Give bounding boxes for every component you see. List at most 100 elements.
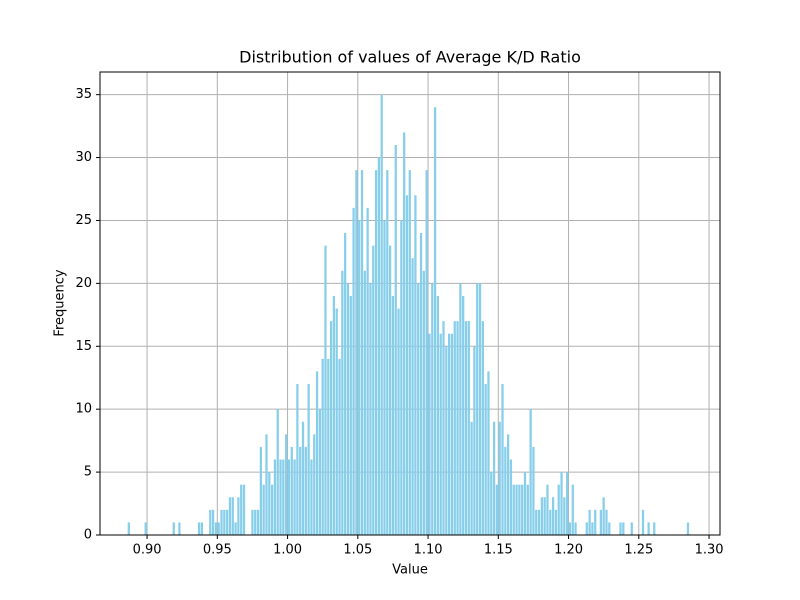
bar (532, 446, 535, 535)
bar (523, 472, 527, 535)
bar (507, 434, 510, 535)
bar (535, 509, 538, 535)
bar (515, 484, 518, 535)
bar (285, 434, 288, 535)
bar (551, 497, 555, 535)
bar (397, 308, 400, 535)
bars (127, 94, 690, 536)
bar (487, 371, 490, 535)
bar (335, 308, 338, 535)
bar (240, 484, 243, 535)
bar (448, 333, 451, 535)
bar (405, 195, 409, 535)
bar (546, 484, 549, 535)
bar (386, 170, 389, 535)
bar (591, 522, 594, 535)
bar (369, 283, 372, 535)
y-tick-label: 10 (75, 402, 92, 417)
bar (209, 509, 212, 535)
bar (585, 522, 588, 535)
bar (318, 409, 321, 535)
bar (265, 434, 268, 535)
bar (228, 497, 232, 535)
bar (341, 270, 344, 535)
bar (237, 497, 240, 535)
y-tick-label: 25 (75, 213, 92, 228)
x-tick-label: 0.95 (203, 543, 232, 558)
bar (259, 446, 262, 535)
bar (619, 522, 622, 535)
bar (197, 522, 201, 535)
bar (332, 295, 336, 535)
bar (470, 421, 473, 535)
bar (653, 522, 656, 535)
bar (374, 170, 378, 535)
bar (293, 459, 296, 535)
bar (307, 384, 310, 535)
bar (344, 233, 347, 536)
bar (478, 283, 482, 535)
bar (279, 459, 282, 535)
bar (490, 472, 493, 535)
bar (436, 295, 440, 535)
bar (647, 522, 650, 535)
x-tick-label: 1.25 (624, 543, 653, 558)
bar (543, 497, 546, 535)
chart-title: Distribution of values of Average K/D Ra… (239, 48, 581, 67)
bar (313, 434, 316, 535)
bar (324, 245, 327, 535)
bar (268, 472, 271, 535)
bar (453, 321, 456, 535)
bar (504, 446, 507, 535)
bar (346, 283, 350, 535)
bar (574, 522, 577, 535)
bar (290, 446, 293, 535)
bar (433, 107, 437, 535)
bar (594, 509, 597, 535)
bar (172, 522, 175, 535)
bar (501, 384, 504, 535)
bar (231, 497, 234, 535)
bar (588, 509, 591, 535)
x-tick-label: 1.15 (484, 543, 513, 558)
bar (242, 484, 246, 535)
bar (276, 409, 279, 535)
bar (467, 321, 470, 535)
bar (605, 509, 608, 535)
bar (498, 421, 501, 535)
bar (518, 484, 521, 535)
bar (439, 333, 442, 535)
bar (495, 484, 499, 535)
y-tick-label: 20 (75, 276, 92, 291)
bar (428, 333, 431, 535)
x-tick-label: 1.30 (695, 543, 724, 558)
bar (492, 421, 496, 535)
bar (509, 459, 513, 535)
bar (321, 358, 324, 535)
bar (560, 472, 563, 535)
bar (217, 522, 220, 535)
bar (630, 522, 633, 535)
y-tick-label: 35 (75, 87, 92, 102)
bar (537, 509, 541, 535)
bar (349, 295, 352, 535)
bar (571, 484, 574, 535)
y-tick-label: 0 (84, 528, 92, 543)
bar (394, 144, 397, 535)
x-tick-label: 0.90 (133, 543, 162, 558)
bar (315, 371, 319, 535)
bar (481, 321, 484, 535)
x-tick-label: 1.05 (343, 543, 372, 558)
bar (473, 346, 476, 535)
bar (296, 384, 299, 535)
bar (431, 283, 434, 535)
bar (360, 170, 364, 535)
bar (417, 283, 420, 535)
bar (211, 509, 215, 535)
bar (372, 245, 375, 535)
bar (355, 170, 358, 535)
y-tick-label: 30 (75, 150, 92, 165)
x-tick-label: 1.10 (414, 543, 443, 558)
